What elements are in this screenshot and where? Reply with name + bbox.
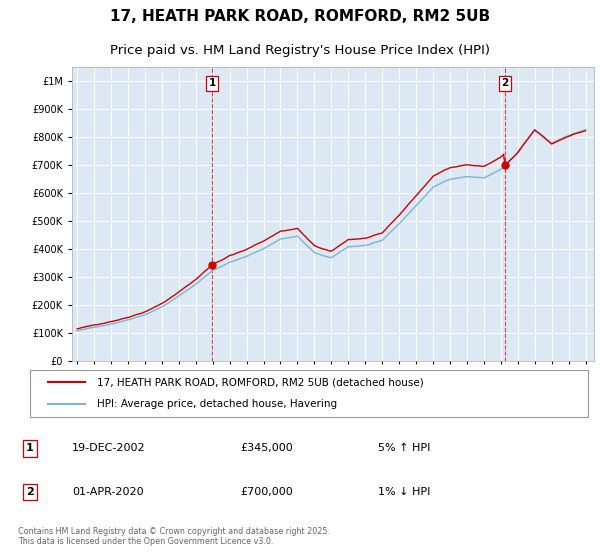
Text: 2: 2 xyxy=(502,78,509,88)
Text: Contains HM Land Registry data © Crown copyright and database right 2025.
This d: Contains HM Land Registry data © Crown c… xyxy=(18,526,330,546)
Text: 17, HEATH PARK ROAD, ROMFORD, RM2 5UB (detached house): 17, HEATH PARK ROAD, ROMFORD, RM2 5UB (d… xyxy=(97,377,424,388)
Text: £700,000: £700,000 xyxy=(240,487,293,497)
Text: 17, HEATH PARK ROAD, ROMFORD, RM2 5UB: 17, HEATH PARK ROAD, ROMFORD, RM2 5UB xyxy=(110,8,490,24)
Text: HPI: Average price, detached house, Havering: HPI: Average price, detached house, Have… xyxy=(97,399,337,409)
Text: 1: 1 xyxy=(26,444,34,454)
Text: 19-DEC-2002: 19-DEC-2002 xyxy=(72,444,146,454)
FancyBboxPatch shape xyxy=(30,370,588,417)
Text: Price paid vs. HM Land Registry's House Price Index (HPI): Price paid vs. HM Land Registry's House … xyxy=(110,44,490,57)
Text: 2: 2 xyxy=(26,487,34,497)
Text: £345,000: £345,000 xyxy=(240,444,293,454)
Text: 1: 1 xyxy=(209,78,216,88)
Text: 1% ↓ HPI: 1% ↓ HPI xyxy=(378,487,430,497)
Text: 01-APR-2020: 01-APR-2020 xyxy=(72,487,143,497)
Text: 5% ↑ HPI: 5% ↑ HPI xyxy=(378,444,430,454)
